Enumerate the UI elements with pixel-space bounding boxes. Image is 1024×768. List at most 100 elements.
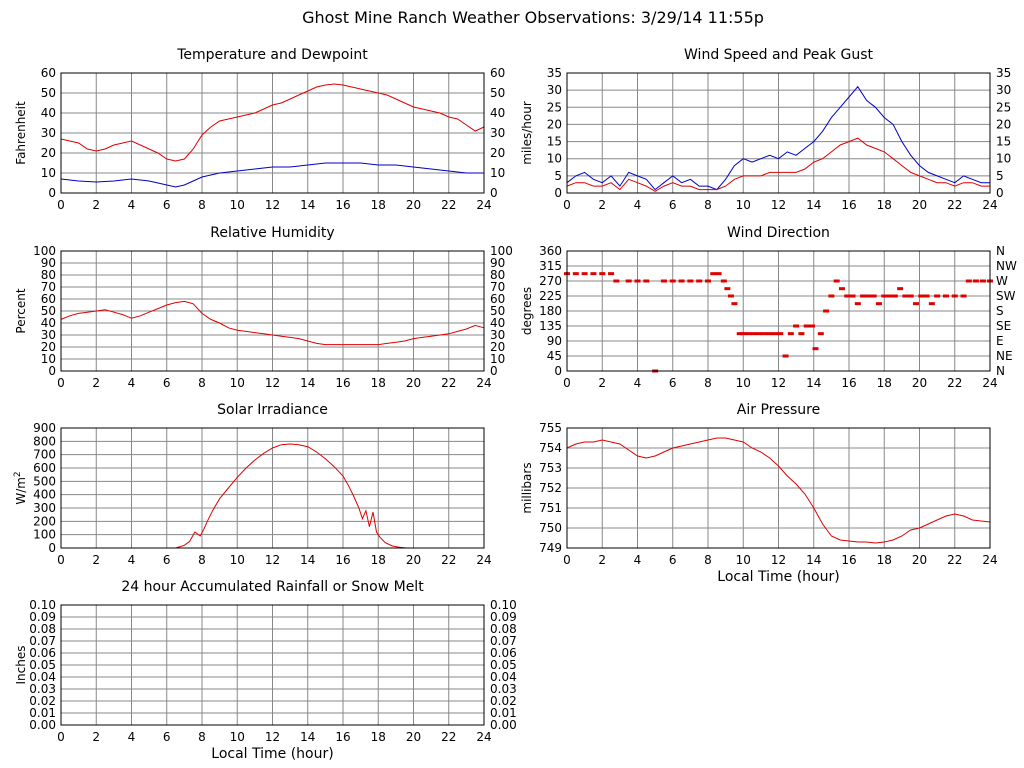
pressure-y-tick-label: 752 [539,481,562,495]
temperature-title: Temperature and Dewpoint [176,47,368,63]
wind-direction-point [643,279,650,283]
wind-direction-x-tick-label: 20 [912,376,927,390]
wind-speed-series-line-1 [566,85,990,191]
wind-direction-y-tick-label: 0 [554,364,562,378]
wind-direction-point [823,309,830,313]
pressure-series-line-1 [566,437,991,544]
wind-direction-point [756,332,763,336]
temperature-x-tick-label: 20 [406,198,421,212]
pressure-x-tick-label: 14 [806,553,821,567]
rainfall-x-tick-label: 2 [92,730,100,744]
humidity-y-tick-label: 100 [33,244,56,258]
wind-direction-y-tick-label: 315 [539,259,562,273]
rainfall-y-right-tick-label: 0.06 [490,646,517,660]
wind-direction-point [696,279,703,283]
wind-direction-point [849,294,856,298]
wind-speed-x-tick-label: 14 [806,198,821,212]
wind-direction-point [731,302,738,306]
wind-direction-y-right-tick-label: N [996,364,1005,378]
pressure-x-tick-label: 16 [841,553,856,567]
wind-speed-x-tick-label: 24 [982,198,997,212]
temperature-y-right-tick-label: 40 [490,106,505,120]
rainfall-x-tick-label: 24 [476,730,491,744]
rainfall-x-tick-label: 4 [128,730,136,744]
wind-direction-y-tick-label: 45 [547,349,562,363]
rainfall-y-right-tick-label: 0.02 [490,694,517,708]
wind-speed-y-tick-label: 30 [547,83,562,97]
humidity-series-line-1 [60,300,485,346]
pressure-x-tick-label: 4 [634,553,642,567]
wind-speed-x-tick-label: 22 [947,198,962,212]
solar-x-tick-label: 4 [128,553,136,567]
humidity-y-tick-label: 80 [41,268,56,282]
wind-direction-point [844,294,851,298]
wind-direction-x-tick-label: 16 [841,376,856,390]
pressure-x-tick-label: 8 [704,553,712,567]
rainfall-x-tick-label: 18 [371,730,386,744]
wind-direction-point [736,332,743,336]
rainfall-y-tick-label: 0.00 [29,718,56,732]
temperature-y-axis-label-text: Fahrenheit [14,101,28,165]
humidity-y-right-tick-label: 40 [490,316,505,330]
wind-direction-point [608,272,615,276]
wind-direction-point [613,279,620,283]
pressure-x-tick-label: 10 [736,553,751,567]
wind-direction-y-right-tick-label: SE [996,319,1011,333]
wind-direction-point [951,294,958,298]
solar-x-tick-label: 14 [300,553,315,567]
wind-speed-x-tick-label: 12 [771,198,786,212]
wind-direction-x-tick-label: 6 [669,376,677,390]
rainfall-x-tick-label: 14 [300,730,315,744]
wind-direction-point [812,347,819,351]
wind-speed-y-axis-label-text: miles/hour [520,101,534,165]
wind-direction-y-tick-label: 225 [539,289,562,303]
humidity-y-tick-label: 40 [41,316,56,330]
rainfall-x-tick-label: 20 [406,730,421,744]
humidity-title: Relative Humidity [210,225,334,241]
wind-speed-y-axis-label: miles/hour [520,101,534,165]
wind-direction-y-right-tick-label: SW [996,289,1016,303]
wind-direction-point [918,294,925,298]
wind-direction-plot-frame [566,250,991,372]
wind-direction-point [928,302,935,306]
rainfall-y-tick-label: 0.06 [29,646,56,660]
solar-y-tick-label: 100 [33,528,56,542]
humidity-x-tick-label: 2 [92,376,100,390]
humidity-y-tick-label: 50 [41,304,56,318]
humidity-y-tick-label: 60 [41,292,56,306]
solar-y-axis-label: W/m2 [13,471,28,504]
pressure-x-tick-label: 6 [669,553,677,567]
wind-direction-y-tick-label: 270 [539,274,562,288]
solar-x-tick-label: 24 [476,553,491,567]
humidity-y-tick-label: 20 [41,340,56,354]
humidity-x-tick-label: 10 [230,376,245,390]
wind-speed-x-tick-label: 6 [669,198,677,212]
humidity-y-right-tick-label: 80 [490,268,505,282]
humidity-y-tick-label: 10 [41,352,56,366]
humidity-x-tick-label: 18 [371,376,386,390]
temperature-y-right-tick-label: 50 [490,86,505,100]
wind-direction-point [881,294,888,298]
wind-direction-point [923,294,930,298]
wind-speed-plot-frame [566,72,991,194]
solar-y-tick-label: 900 [33,421,56,435]
rainfall-y-right-tick-label: 0.07 [490,634,517,648]
temperature-x-tick-label: 16 [335,198,350,212]
wind-direction-point [912,302,919,306]
rainfall-y-tick-label: 0.02 [29,694,56,708]
humidity-x-tick-label: 24 [476,376,491,390]
rainfall-x-tick-label: 10 [230,730,245,744]
solar-x-tick-label: 6 [163,553,171,567]
rainfall-plot-frame [60,604,485,726]
humidity-y-tick-label: 30 [41,328,56,342]
solar-y-tick-label: 200 [33,514,56,528]
solar-y-tick-label: 400 [33,488,56,502]
temperature-x-tick-label: 22 [441,198,456,212]
pressure-y-axis-label-text: millibars [520,462,534,513]
rainfall-y-right-tick-label: 0.09 [490,610,517,624]
humidity-y-axis-label: Percent [14,288,28,333]
wind-direction-point [687,279,694,283]
wind-direction-point [771,332,778,336]
wind-direction-point [710,272,717,276]
